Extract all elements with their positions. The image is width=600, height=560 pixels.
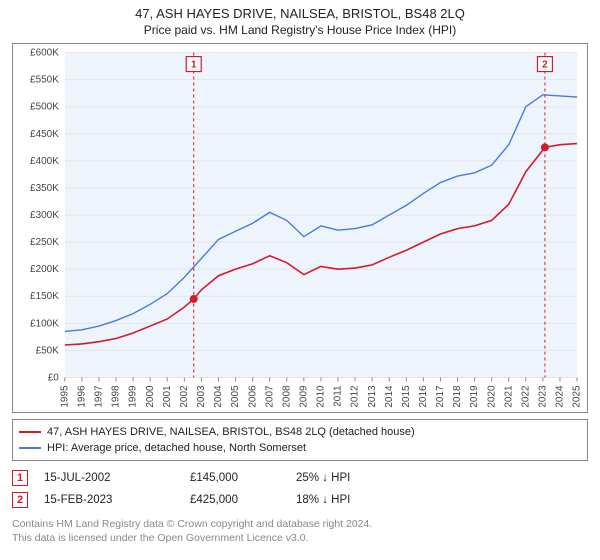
marker-row: 2 15-FEB-2023 £425,000 18% ↓ HPI [12, 489, 588, 511]
svg-text:2011: 2011 [333, 385, 344, 407]
svg-text:1996: 1996 [77, 385, 88, 408]
marker-id-box: 1 [12, 470, 28, 486]
svg-text:2022: 2022 [520, 385, 531, 408]
svg-text:£500K: £500K [30, 102, 59, 113]
marker-table: 1 15-JUL-2002 £145,000 25% ↓ HPI 2 15-FEB-202… [12, 467, 588, 511]
legend: 47, ASH HAYES DRIVE, NAILSEA, BRISTOL, B… [12, 419, 588, 461]
svg-text:2004: 2004 [213, 385, 224, 408]
svg-text:2014: 2014 [384, 385, 395, 408]
chart-svg: £0 £50K £100K £150K £200K £250K £300K £350K £400… [13, 44, 587, 412]
svg-text:2013: 2013 [367, 385, 378, 408]
svg-text:£400K: £400K [30, 156, 59, 167]
svg-text:£600K: £600K [30, 48, 59, 59]
svg-text:£550K: £550K [30, 75, 59, 86]
svg-text:1999: 1999 [128, 385, 139, 408]
svg-text:£150K: £150K [30, 291, 59, 302]
svg-text:2023: 2023 [538, 385, 549, 408]
svg-text:2003: 2003 [196, 385, 207, 408]
svg-text:2005: 2005 [230, 385, 241, 408]
svg-text:1995: 1995 [59, 385, 70, 408]
title-block: 47, ASH HAYES DRIVE, NAILSEA, BRISTOL, B… [0, 0, 600, 39]
chart-title: 47, ASH HAYES DRIVE, NAILSEA, BRISTOL, B… [0, 6, 600, 21]
marker-vs-hpi: 25% ↓ HPI [296, 472, 396, 484]
legend-label: HPI: Average price, detached house, Nort… [47, 440, 306, 456]
svg-text:2019: 2019 [469, 385, 480, 408]
marker-date: 15-JUL-2002 [44, 472, 174, 484]
legend-swatch [19, 431, 41, 433]
legend-row: HPI: Average price, detached house, Nort… [19, 440, 581, 456]
svg-text:2025: 2025 [572, 385, 583, 408]
svg-text:£350K: £350K [30, 183, 59, 194]
svg-text:£300K: £300K [30, 210, 59, 221]
svg-text:2020: 2020 [486, 385, 497, 408]
legend-label: 47, ASH HAYES DRIVE, NAILSEA, BRISTOL, B… [47, 424, 415, 440]
marker-price: £425,000 [190, 494, 280, 506]
svg-text:2010: 2010 [316, 385, 327, 408]
svg-text:2024: 2024 [555, 385, 566, 408]
svg-text:2009: 2009 [298, 385, 309, 408]
marker-date: 15-FEB-2023 [44, 494, 174, 506]
svg-text:£250K: £250K [30, 237, 59, 248]
legend-swatch [19, 447, 41, 449]
svg-text:£100K: £100K [30, 318, 59, 329]
svg-text:2016: 2016 [418, 385, 429, 408]
license-text: Contains HM Land Registry data © Crown c… [12, 517, 588, 545]
chart-plot: £0 £50K £100K £150K £200K £250K £300K £350K £400… [12, 43, 588, 413]
svg-text:2: 2 [542, 60, 548, 71]
svg-text:£50K: £50K [36, 345, 60, 356]
legend-row: 47, ASH HAYES DRIVE, NAILSEA, BRISTOL, B… [19, 424, 581, 440]
svg-text:2001: 2001 [162, 385, 173, 408]
svg-text:2012: 2012 [350, 385, 361, 408]
svg-text:2018: 2018 [452, 385, 463, 408]
svg-text:2008: 2008 [281, 385, 292, 408]
svg-text:2021: 2021 [503, 385, 514, 408]
svg-text:£200K: £200K [30, 264, 59, 275]
svg-text:£0: £0 [48, 372, 60, 383]
license-line-2: This data is licensed under the Open Gov… [12, 531, 588, 545]
svg-text:1997: 1997 [94, 385, 105, 408]
svg-text:£450K: £450K [30, 129, 59, 140]
chart-container: 47, ASH HAYES DRIVE, NAILSEA, BRISTOL, B… [0, 0, 600, 545]
svg-text:1998: 1998 [111, 385, 122, 408]
chart-subtitle: Price paid vs. HM Land Registry's House … [0, 23, 600, 37]
svg-text:2017: 2017 [435, 385, 446, 408]
svg-text:2007: 2007 [264, 385, 275, 408]
marker-id-box: 2 [12, 492, 28, 508]
marker-vs-hpi: 18% ↓ HPI [296, 494, 396, 506]
marker-price: £145,000 [190, 472, 280, 484]
svg-text:2006: 2006 [247, 385, 258, 408]
svg-text:2002: 2002 [179, 385, 190, 408]
svg-text:1: 1 [191, 60, 197, 71]
svg-text:2000: 2000 [145, 385, 156, 408]
license-line-1: Contains HM Land Registry data © Crown c… [12, 517, 588, 531]
svg-text:2015: 2015 [401, 385, 412, 408]
marker-row: 1 15-JUL-2002 £145,000 25% ↓ HPI [12, 467, 588, 489]
